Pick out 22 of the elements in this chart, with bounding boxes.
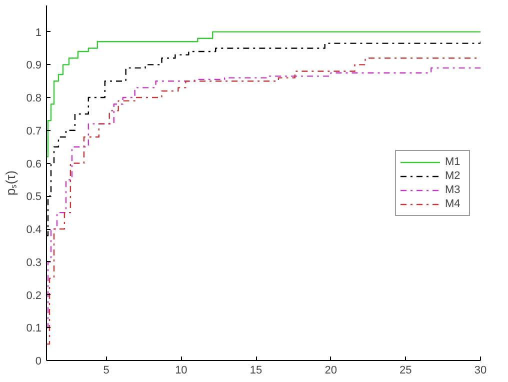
y-tick-label: 0 xyxy=(35,356,42,368)
y-tick-label: 1 xyxy=(35,26,42,39)
y-tick-label: 0.5 xyxy=(26,191,42,204)
x-tick-label: 25 xyxy=(400,364,412,376)
x-tick-label: 15 xyxy=(250,364,262,376)
legend-label: M3 xyxy=(445,182,462,196)
legend-label: M2 xyxy=(445,168,462,182)
legend-label: M4 xyxy=(445,196,462,210)
legend-label: M1 xyxy=(445,154,462,168)
x-tick-label: 20 xyxy=(324,364,337,376)
y-tick-label: 0.8 xyxy=(26,92,42,105)
y-tick-label: 0.6 xyxy=(26,158,42,170)
x-tick-label: 10 xyxy=(175,364,188,376)
y-tick-label: 0.7 xyxy=(26,125,42,138)
x-tick-label: 30 xyxy=(474,364,487,376)
y-tick-label: 0.2 xyxy=(26,290,42,302)
x-tick-label: 5 xyxy=(103,364,110,376)
y-tick-label: 0.1 xyxy=(26,322,42,335)
y-axis-title: pₛ(τ) xyxy=(3,170,18,196)
y-tick-label: 0.3 xyxy=(26,256,42,269)
y-tick-label: 0.4 xyxy=(26,224,42,236)
y-tick-label: 0.9 xyxy=(26,60,42,72)
